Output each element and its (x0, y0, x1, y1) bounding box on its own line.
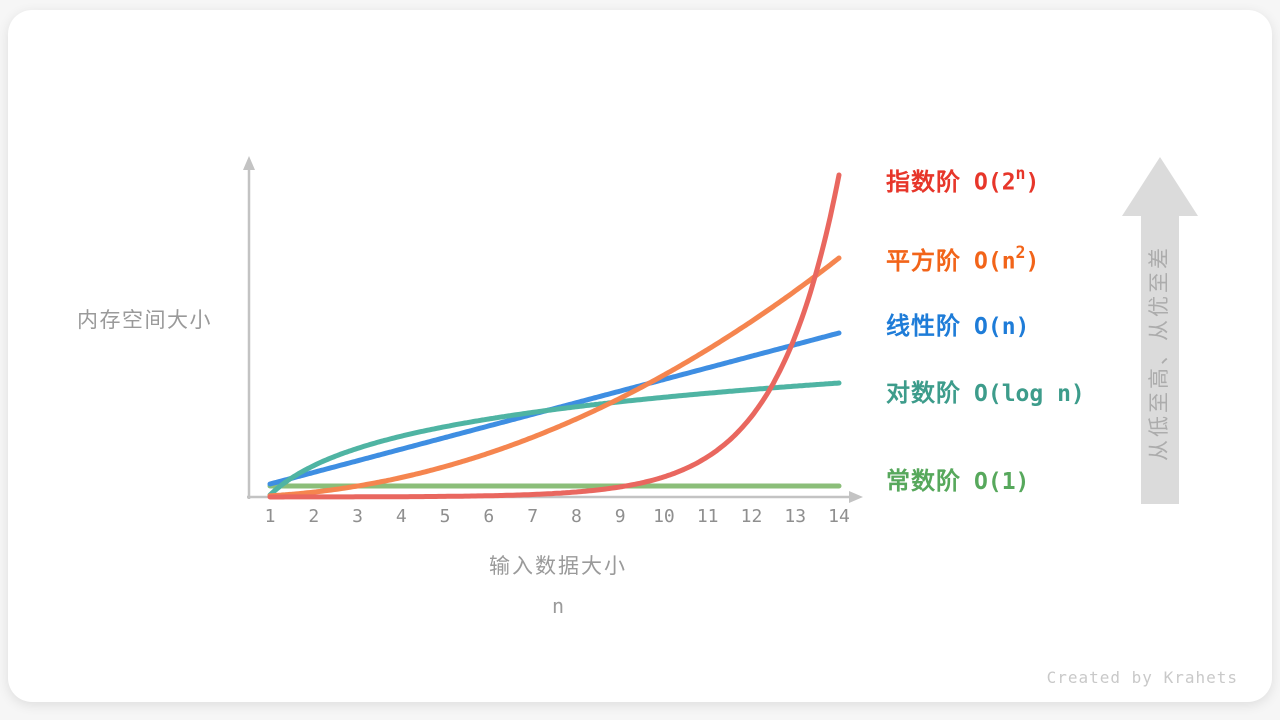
x-tick-label: 13 (784, 506, 807, 527)
x-tick-label: 7 (527, 506, 539, 527)
credit-text: Created by Krahets (1046, 668, 1238, 687)
legend-row-linear: 线性阶 O(n) (886, 306, 1029, 341)
legend-row-quad: 平方阶 O(n2) (886, 241, 1039, 276)
legend-row-exp: 指数阶 O(2n) (886, 162, 1039, 197)
legend-big-o-notation: O(1) (974, 469, 1030, 495)
x-tick-label: 1 (264, 506, 276, 527)
x-tick-label: 3 (352, 506, 363, 527)
x-tick-label: 5 (439, 506, 451, 527)
x-tick-label: 14 (828, 506, 850, 527)
curve-exp (267, 172, 842, 500)
curve-log (267, 380, 842, 498)
legend-big-o-notation: O(n) (974, 314, 1030, 340)
legend-big-o-notation: O(n2) (974, 242, 1040, 275)
x-tick-label: 11 (696, 506, 719, 527)
x-tick-label: 6 (483, 506, 495, 527)
x-axis-arrowhead (849, 491, 863, 503)
y-axis-arrowhead (243, 156, 255, 170)
arrow-direction-label: 从低至高、从优至差 (1148, 245, 1171, 461)
legend-name-cn: 常数阶 (886, 468, 961, 495)
curve-quad (267, 255, 842, 499)
curves-group (267, 172, 842, 500)
y-axis (243, 156, 255, 499)
x-tick-label: 10 (653, 506, 675, 527)
chart-card (8, 10, 1272, 702)
legend-name-cn: 对数阶 (886, 380, 961, 407)
legend-name-cn: 线性阶 (886, 313, 961, 340)
x-axis-label-group: 输入数据大小 n (408, 550, 708, 618)
x-tick-label: 9 (614, 506, 626, 527)
legend-name-cn: 指数阶 (886, 169, 961, 196)
x-tick-label: 4 (395, 506, 407, 527)
x-axis-variable-label: n (551, 594, 565, 618)
x-tick-label: 8 (570, 506, 582, 527)
legend-row-log: 对数阶 O(log n) (886, 373, 1085, 408)
legend-big-o-notation: O(log n) (974, 381, 1085, 407)
x-axis-label: 输入数据大小 (489, 555, 627, 578)
y-axis-label: 内存空间大小 (77, 309, 212, 332)
legend-name-cn: 平方阶 (886, 248, 961, 275)
x-tick-label: 12 (740, 506, 763, 527)
legend-big-o-notation: O(2n) (974, 163, 1040, 196)
x-tick-label: 2 (308, 506, 320, 527)
legend-row-const: 常数阶 O(1) (886, 461, 1029, 496)
upward-arrow-icon (1122, 157, 1198, 504)
